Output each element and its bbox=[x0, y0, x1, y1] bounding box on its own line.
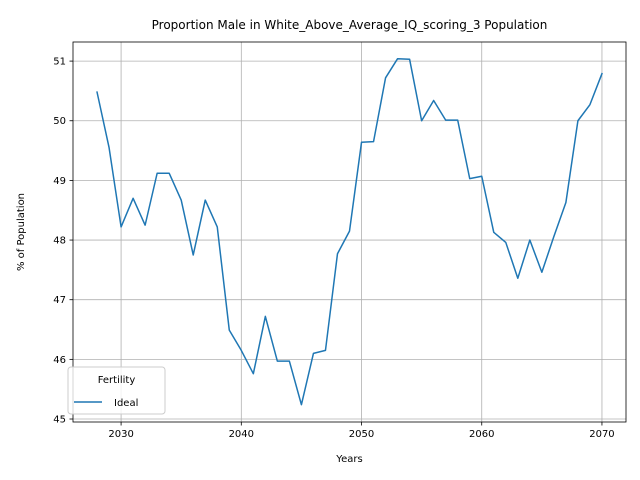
legend-title: Fertility bbox=[98, 375, 136, 386]
grid-lines bbox=[73, 42, 626, 422]
chart-title: Proportion Male in White_Above_Average_I… bbox=[152, 18, 548, 32]
y-tick-label: 47 bbox=[53, 295, 66, 306]
y-axis-ticks: 45 46 47 48 49 50 51 bbox=[53, 57, 73, 426]
y-tick-label: 46 bbox=[53, 355, 66, 366]
x-tick-label: 2060 bbox=[469, 429, 494, 440]
x-tick-label: 2070 bbox=[589, 429, 614, 440]
x-axis-title: Years bbox=[335, 454, 362, 465]
y-axis-title: % of Population bbox=[16, 193, 27, 271]
x-tick-label: 2050 bbox=[349, 429, 374, 440]
y-tick-label: 51 bbox=[53, 57, 66, 68]
y-tick-label: 48 bbox=[53, 236, 66, 247]
x-tick-label: 2030 bbox=[108, 429, 133, 440]
y-tick-label: 45 bbox=[53, 415, 66, 426]
plot-frame bbox=[72, 41, 627, 423]
legend-label-ideal: Ideal bbox=[114, 398, 138, 409]
x-tick-label: 2040 bbox=[229, 429, 254, 440]
x-axis-ticks: 2030 2040 2050 2060 2070 bbox=[108, 422, 615, 440]
legend: Fertility Ideal bbox=[67, 366, 166, 415]
series-layer bbox=[96, 57, 603, 406]
y-tick-label: 49 bbox=[53, 176, 66, 187]
series-line-ideal bbox=[96, 57, 603, 406]
y-tick-label: 50 bbox=[53, 116, 66, 127]
plot-area: 2030 2040 2050 2060 2070 45 46 47 48 49 50 51 bbox=[53, 41, 627, 440]
